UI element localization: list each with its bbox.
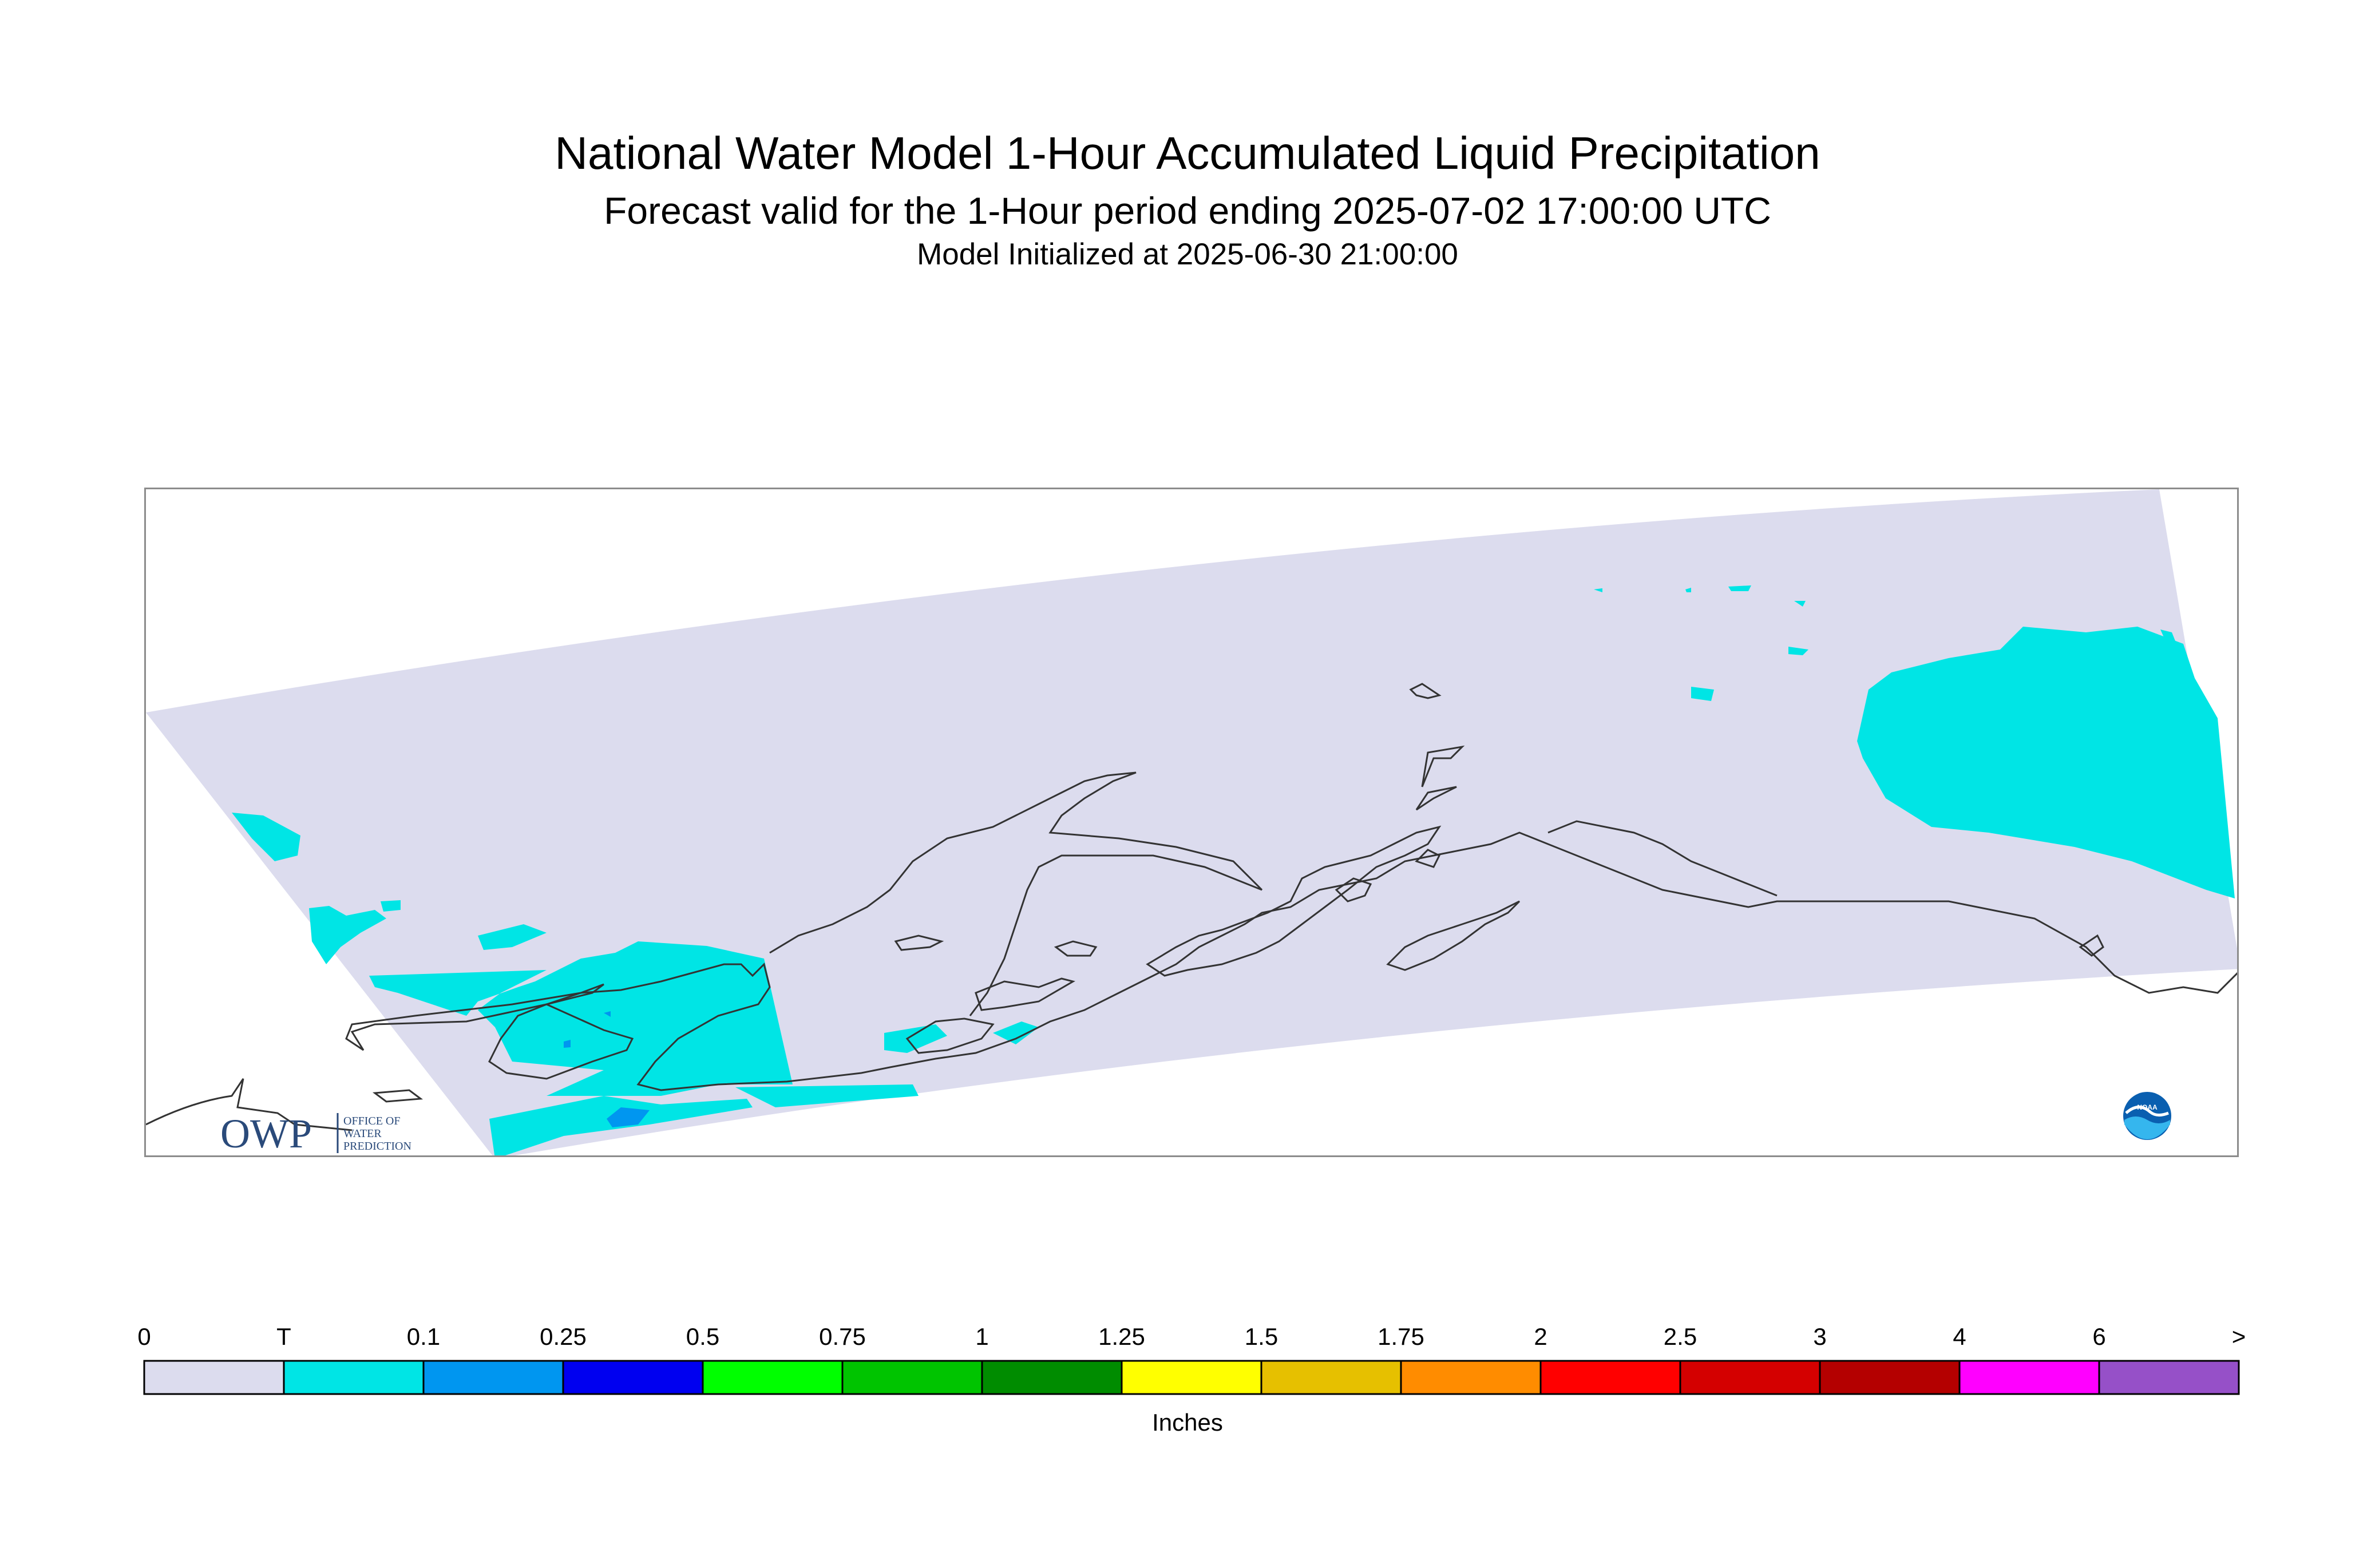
owp-logo-line1: OFFICE OF bbox=[343, 1115, 400, 1127]
noaa-emblem-icon: NOAA bbox=[2121, 1090, 2173, 1142]
legend-tick-label-10: 2 bbox=[1534, 1323, 1547, 1350]
legend-swatch-8 bbox=[1260, 1360, 1402, 1395]
legend-tick-label-2: 0.1 bbox=[407, 1323, 440, 1350]
legend-swatch-9 bbox=[1400, 1360, 1542, 1395]
model-init-time: Model Initialized at 2025-06-30 21:00:00 bbox=[917, 237, 1458, 271]
legend-swatch-6 bbox=[981, 1360, 1123, 1395]
legend-tick-label-14: 6 bbox=[2092, 1323, 2105, 1350]
legend-tick-label-6: 1 bbox=[975, 1323, 988, 1350]
legend-tick-label-1: T bbox=[276, 1323, 291, 1350]
light-precip-areas bbox=[564, 1011, 650, 1127]
legend-tick-label-0: 0 bbox=[137, 1323, 151, 1350]
legend-tick-label-12: 3 bbox=[1813, 1323, 1826, 1350]
coastlines bbox=[146, 683, 2237, 1131]
legend-swatch-1 bbox=[283, 1360, 425, 1395]
model-domain bbox=[146, 489, 2237, 1155]
legend-tick-label-3: 0.25 bbox=[540, 1323, 587, 1350]
legend-tick-label-8: 1.5 bbox=[1245, 1323, 1278, 1350]
legend-tick-label-13: 4 bbox=[1953, 1323, 1966, 1350]
owp-logo-text: OWP bbox=[220, 1111, 312, 1157]
legend-tick-label-7: 1.25 bbox=[1098, 1323, 1145, 1350]
legend-swatch-5 bbox=[841, 1360, 983, 1395]
precipitation-map: OWP OFFICE OF WATER PREDICTION NOAA bbox=[144, 488, 2239, 1157]
precip-color-legend: 0 T 0.1 0.25 0.5 0.75 1 1.25 1.5 1.75 2 2.5 3 4 6 > bbox=[137, 1323, 2246, 1395]
legend-swatches bbox=[143, 1360, 2240, 1395]
legend-swatch-13 bbox=[1958, 1360, 2100, 1395]
legend-tick-label-5: 0.75 bbox=[819, 1323, 866, 1350]
legend-swatch-4 bbox=[702, 1360, 844, 1395]
legend-swatch-10 bbox=[1539, 1360, 1681, 1395]
legend-tick-label-4: 0.5 bbox=[686, 1323, 719, 1350]
legend-swatch-0 bbox=[143, 1360, 285, 1395]
map-subtitle: Forecast valid for the 1-Hour period end… bbox=[604, 189, 1771, 232]
legend-swatch-11 bbox=[1679, 1360, 1821, 1395]
legend-swatch-12 bbox=[1819, 1360, 1961, 1395]
map-canvas bbox=[146, 489, 2237, 1155]
legend-tick-label-11: 2.5 bbox=[1664, 1323, 1697, 1350]
legend-swatch-2 bbox=[422, 1360, 564, 1395]
map-title: National Water Model 1-Hour Accumulated … bbox=[555, 128, 1820, 179]
legend-units-label: Inches bbox=[1152, 1409, 1223, 1436]
legend-tick-label-15: > bbox=[2232, 1323, 2246, 1350]
legend-tick-labels: 0 T 0.1 0.25 0.5 0.75 1 1.25 1.5 1.75 2 2.5 3 4 6 > bbox=[137, 1323, 2246, 1350]
owp-logo-line2: WATER bbox=[343, 1127, 382, 1140]
legend-tick-label-9: 1.75 bbox=[1378, 1323, 1424, 1350]
legend-swatch-7 bbox=[1121, 1360, 1262, 1395]
owp-logo-line3: PREDICTION bbox=[343, 1140, 411, 1153]
noaa-logo-text: NOAA bbox=[2137, 1103, 2158, 1111]
owp-logo: OWP OFFICE OF WATER PREDICTION bbox=[220, 1107, 438, 1157]
legend-swatch-3 bbox=[562, 1360, 704, 1395]
legend-swatch-14 bbox=[2098, 1360, 2240, 1395]
